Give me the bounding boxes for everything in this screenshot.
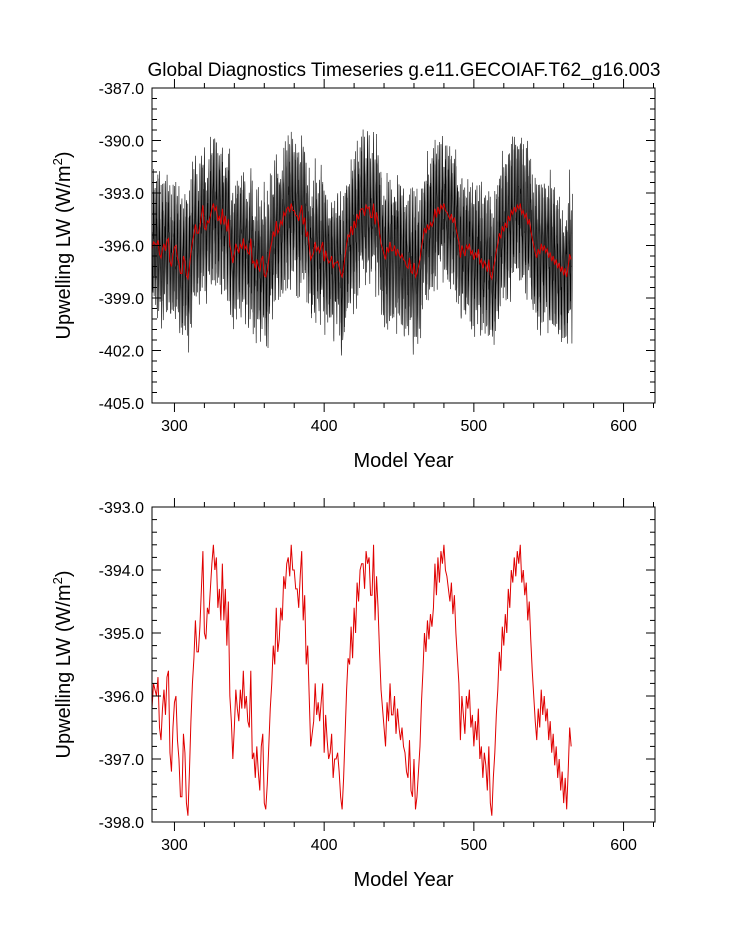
x-axis-label: Model Year (353, 450, 453, 472)
y-tick-label: -396.0 (99, 239, 144, 256)
x-tick-label: 400 (311, 837, 338, 854)
x-tick-label: 400 (311, 418, 338, 435)
y-axis-label: Upwelling LW (W/m2) (50, 571, 75, 759)
x-tick-label: 300 (161, 418, 188, 435)
x-tick-label: 600 (610, 418, 637, 435)
y-tick-label: -398.0 (99, 815, 144, 832)
y-tick-label: -405.0 (99, 396, 144, 413)
x-tick-label: 600 (610, 837, 637, 854)
bottom-panel: -398.0 -397.0 -396.0 -395.0 -394.0 -393.0 300 4… (50, 498, 656, 891)
plot-frame (151, 506, 656, 823)
y-tick-label: -402.0 (99, 344, 144, 361)
series-monthly (152, 129, 573, 356)
series-annual-mean (152, 203, 572, 281)
y-tick-label: -393.0 (99, 186, 144, 203)
x-axis-label: Model Year (353, 869, 453, 891)
y-tick-label: -397.0 (99, 752, 144, 769)
y-tick-label: -399.0 (99, 291, 144, 308)
top-panel: -405.0 -402.0 -399.0 -396.0 -393.0 -390.0 -387… (50, 79, 656, 472)
x-tick-label: 500 (461, 418, 488, 435)
y-tick-label: -395.0 (99, 626, 144, 643)
y-tick-label: -387.0 (99, 81, 144, 98)
y-axis-label: Upwelling LW (W/m2) (50, 152, 75, 340)
chart-title: Global Diagnostics Timeseries g.e11.GECO… (148, 60, 661, 81)
series-annual-mean (152, 544, 572, 816)
y-tick-label: -393.0 (99, 500, 144, 517)
y-tick-label: -394.0 (99, 563, 144, 580)
y-tick-label: -396.0 (99, 689, 144, 706)
x-tick-label: 300 (161, 837, 188, 854)
y-tick-label: -390.0 (99, 134, 144, 151)
x-tick-label: 500 (461, 837, 488, 854)
